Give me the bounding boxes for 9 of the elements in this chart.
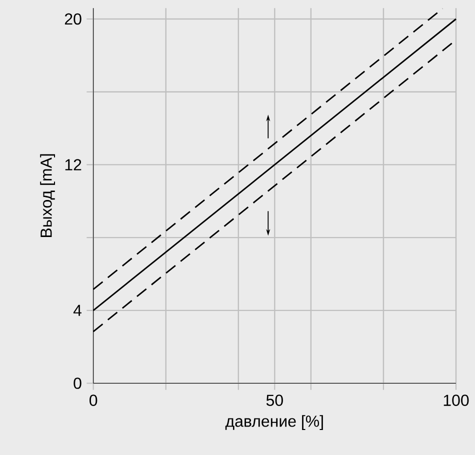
y-tick-label: 20 <box>64 13 82 25</box>
x-tick-label: 0 <box>90 394 98 406</box>
y-tick-label: 0 <box>74 378 82 389</box>
x-tick-label: 50 <box>266 394 283 406</box>
y-axis-title: Выход [mA] <box>40 154 56 237</box>
x-tick-label: 100 <box>444 394 469 406</box>
y-tick-label: 12 <box>65 159 82 170</box>
y-tick-label: 4 <box>73 304 82 316</box>
x-axis-title: давление [%] <box>225 415 323 430</box>
